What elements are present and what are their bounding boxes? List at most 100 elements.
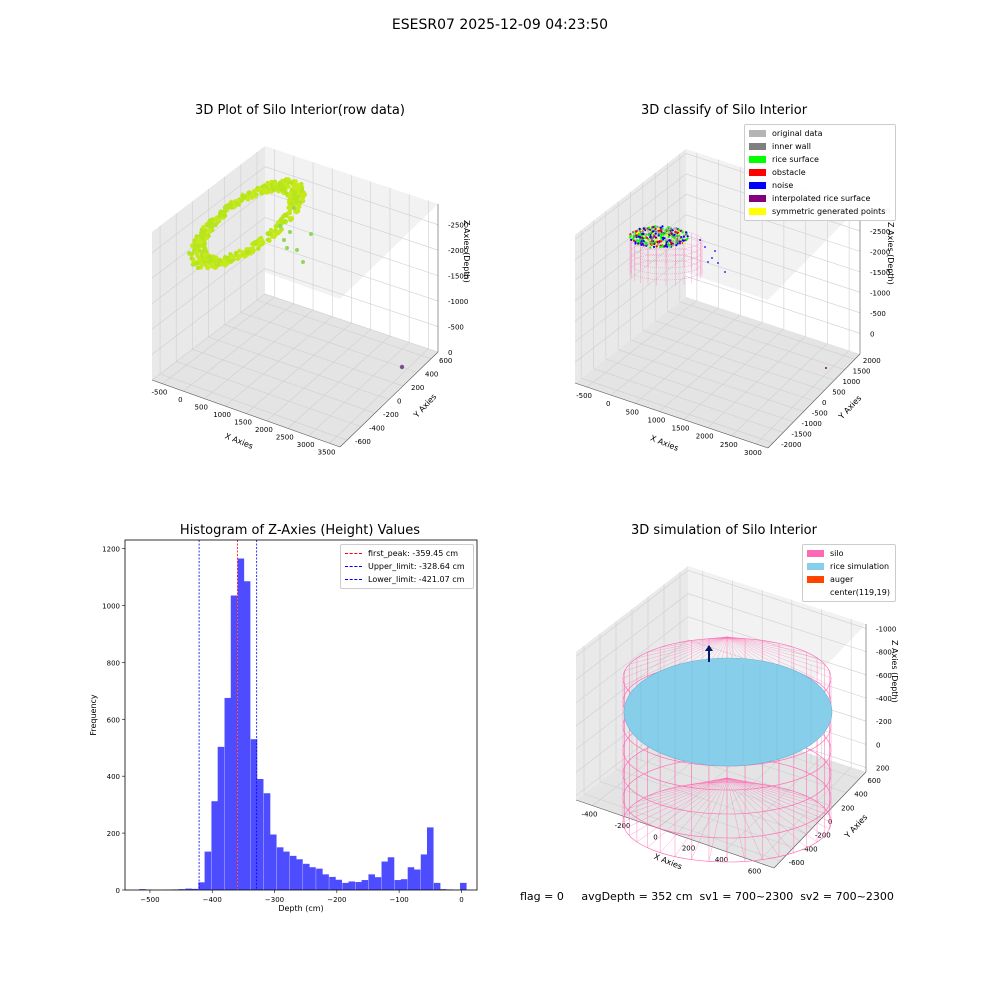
raw-data-point	[252, 240, 257, 245]
raw-data-point	[267, 231, 272, 236]
simulation-legend-label: auger	[830, 575, 854, 584]
histogram-x-tick-label: −200	[327, 896, 346, 904]
classify-point	[639, 236, 642, 239]
classify-point	[685, 231, 688, 234]
classify-point	[674, 227, 677, 230]
classify-floor-grid-y	[642, 330, 825, 391]
classify-legend-label: rice surface	[772, 155, 819, 164]
raw-data-point	[203, 253, 208, 258]
simulation-x-tick-label: 200	[682, 845, 695, 853]
simulation-legend-swatch	[807, 589, 824, 596]
histogram-title: Histogram of Z-Axies (Height) Values	[179, 523, 421, 538]
raw-data-point	[256, 246, 261, 251]
classify-legend-item: noise	[749, 179, 891, 192]
simulation-silo-bottom-spoke	[624, 777, 728, 830]
classify-y-tick-label: -1000	[802, 420, 822, 428]
classify-point	[668, 243, 671, 247]
classify-point	[682, 242, 685, 245]
simulation-silo-bottom-spoke	[629, 777, 728, 809]
raw-data-point	[202, 245, 207, 250]
classify-legend-item: symmetric generated points	[749, 205, 891, 218]
raw-data-point	[202, 241, 207, 247]
histogram-x-tick-label: −300	[265, 896, 284, 904]
classify-point	[663, 230, 666, 233]
raw-data-point	[242, 254, 247, 259]
classify-point	[670, 232, 673, 235]
histogram-bar	[322, 874, 329, 890]
raw-x-tick-label: -500	[151, 389, 167, 397]
classify-legend-swatch	[749, 130, 766, 137]
raw-data-point	[292, 189, 297, 195]
classify-point	[650, 231, 653, 234]
raw-data-point	[189, 256, 194, 261]
classify-point	[632, 239, 636, 242]
classify-point	[656, 231, 659, 234]
classify-point	[672, 227, 675, 230]
simulation-silo-top-spoke	[726, 636, 794, 648]
histogram-bar	[191, 888, 199, 890]
raw-data-point	[209, 256, 214, 261]
classify-y-axis-label: Y Axies	[836, 394, 863, 422]
simulation-silo-top-spoke	[726, 636, 830, 672]
raw-z-tick-label: -2500	[448, 222, 468, 230]
histogram-y-tick-label: 800	[107, 659, 120, 667]
raw-z-axis-label: Z Axies (Depth)	[462, 220, 471, 283]
histogram-bar	[211, 801, 218, 890]
histogram-y-axis-label: Frequency	[89, 694, 98, 736]
raw-floor	[152, 294, 438, 447]
histogram-bar	[329, 876, 336, 890]
raw-x-tick-label: 3500	[318, 448, 336, 456]
simulation-silo-bottom-spoke	[624, 777, 728, 816]
raw-x-tick-label: 2000	[255, 426, 273, 434]
raw-data-point	[211, 264, 216, 269]
classify-plot-title: 3D classify of Silo Interior	[640, 103, 808, 118]
simulation-y-tick-label: 400	[854, 791, 867, 799]
classify-point	[636, 242, 640, 245]
classify-z-grid	[574, 214, 861, 302]
classify-point	[629, 234, 632, 237]
simulation-legend: silo rice simulation auger center(119,19)	[802, 544, 896, 602]
classify-point	[638, 227, 641, 230]
histogram-bar	[250, 739, 258, 890]
classify-point	[630, 238, 633, 241]
classify-point	[651, 237, 654, 240]
raw-data-point	[192, 238, 197, 243]
raw-data-point	[201, 229, 206, 234]
classify-legend-item: original data	[749, 127, 891, 140]
classify-cylinder	[629, 229, 703, 286]
classify-x-axis-label: X Axies	[649, 433, 680, 452]
histogram-bar	[413, 869, 421, 890]
raw-scatter-point	[282, 238, 286, 242]
histogram-y-tick-label: 1200	[102, 546, 120, 554]
simulation-y-axis-label: Y Axies	[842, 813, 869, 841]
histogram-y-tick-label: 600	[107, 716, 120, 724]
classify-point	[666, 245, 669, 248]
histogram-x-tick-label: −100	[390, 896, 409, 904]
raw-data-point	[229, 254, 234, 260]
simulation-legend-label: rice simulation	[830, 562, 890, 571]
raw-scatter-point	[295, 248, 299, 252]
raw-data-point	[294, 210, 299, 215]
classify-z-tick-label: -500	[870, 310, 886, 318]
classify-point	[650, 227, 654, 230]
histogram-bar	[230, 595, 238, 890]
histogram-bar	[387, 857, 395, 890]
raw-data-point	[232, 204, 237, 209]
classify-legend-swatch	[749, 156, 766, 163]
status-footer: flag = 0 avgDepth = 352 cm sv1 = 700~230…	[520, 890, 894, 903]
simulation-z-tick-label: -200	[876, 718, 892, 726]
raw-data-point	[294, 194, 299, 199]
raw-data-point	[197, 255, 202, 261]
classify-point	[661, 232, 664, 235]
raw-x-tick-label: 500	[195, 404, 208, 412]
simulation-z-tick-label: 0	[876, 741, 880, 749]
classify-point	[659, 235, 662, 238]
raw-data-point	[223, 259, 228, 265]
raw-y-tick-label: -200	[383, 411, 399, 419]
raw-data-point	[187, 251, 192, 256]
classify-point	[682, 239, 685, 242]
raw-x-tick-label: 1500	[234, 419, 252, 427]
classify-point	[675, 244, 678, 247]
histogram-bar	[139, 889, 146, 890]
histogram-bar	[400, 879, 408, 890]
